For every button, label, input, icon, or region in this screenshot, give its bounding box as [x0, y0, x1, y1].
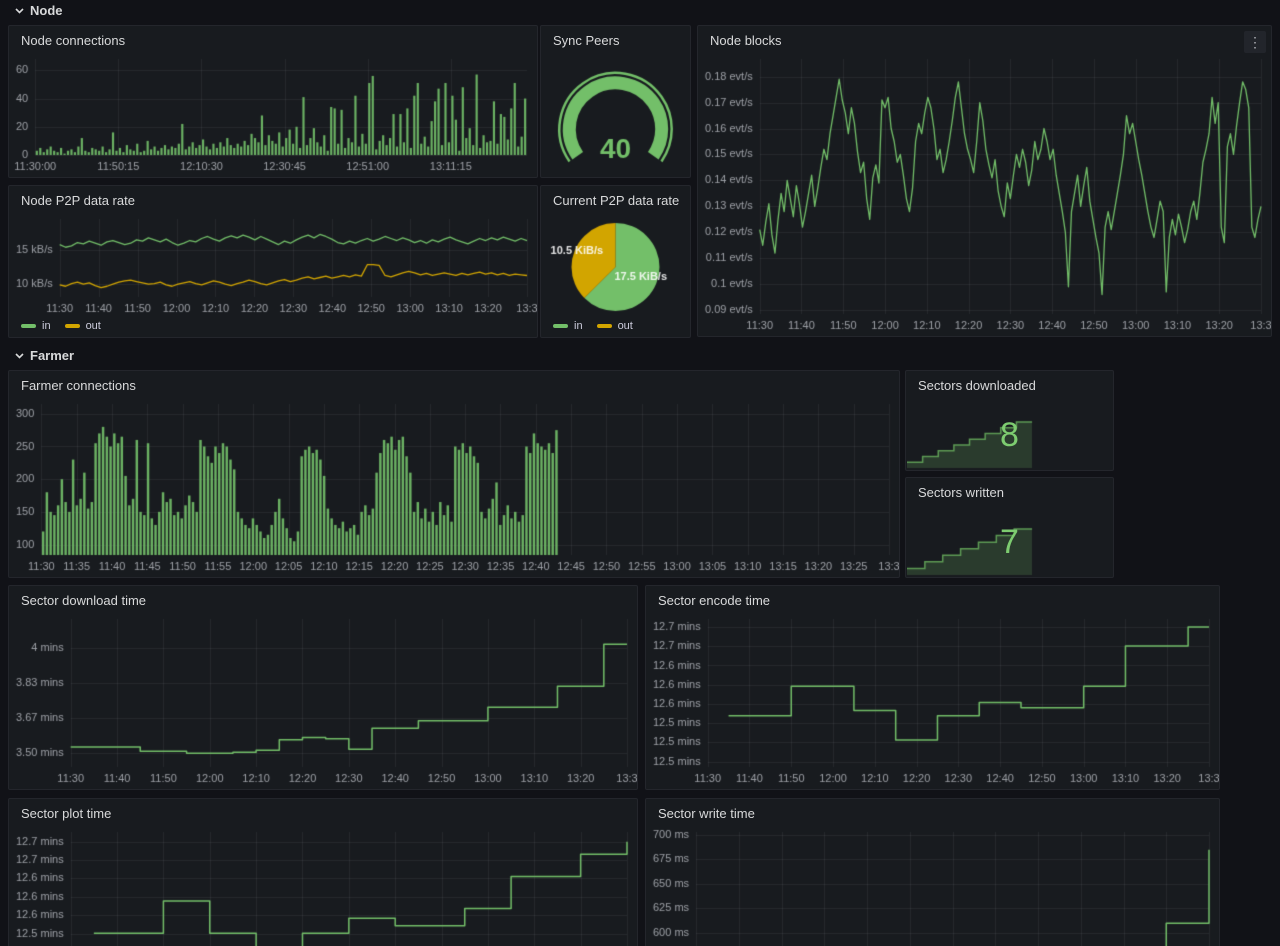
sector-plot-time-chart[interactable] [9, 824, 637, 946]
legend-swatch-in [21, 324, 36, 328]
panel-title[interactable]: Sector download time [21, 593, 147, 608]
panel-sector-write-time: Sector write time [645, 798, 1220, 946]
farmer-connections-chart[interactable] [9, 396, 899, 577]
section-title: Farmer [30, 348, 75, 363]
node-blocks-chart[interactable] [698, 51, 1271, 336]
chevron-down-icon [14, 351, 24, 361]
panel-title[interactable]: Sectors written [918, 485, 1004, 500]
panel-title[interactable]: Sector encode time [658, 593, 771, 608]
legend: in out [9, 319, 537, 337]
panel-sector-download-time: Sector download time [8, 585, 638, 790]
panel-farmer-connections: Farmer connections [8, 370, 900, 578]
legend-item-in[interactable]: in [21, 320, 51, 332]
panel-current-p2p-data-rate: Current P2P data rate in out [540, 185, 691, 338]
section-header-farmer[interactable]: Farmer [14, 348, 74, 363]
panel-sync-peers: Sync Peers [540, 25, 691, 178]
panel-sectors-downloaded: Sectors downloaded 8 [905, 370, 1114, 471]
panel-sector-plot-time: Sector plot time [8, 798, 638, 946]
panel-sectors-written: Sectors written 7 [905, 477, 1114, 578]
sectors-downloaded-sparkline [907, 417, 1112, 469]
legend-swatch-in [553, 324, 568, 328]
panel-title[interactable]: Sync Peers [553, 33, 620, 48]
node-p2p-chart[interactable] [9, 211, 537, 319]
panel-title[interactable]: Current P2P data rate [553, 193, 680, 208]
panel-node-p2p-data-rate: Node P2P data rate in out [8, 185, 538, 338]
panel-title[interactable]: Farmer connections [21, 378, 136, 393]
legend-item-out[interactable]: out [596, 320, 633, 332]
legend-label: in [42, 320, 51, 332]
panel-node-blocks: Node blocks ⋮ [697, 25, 1272, 337]
panel-title[interactable]: Sectors downloaded [918, 378, 1036, 393]
sectors-written-sparkline [907, 524, 1112, 576]
section-header-node[interactable]: Node [14, 3, 63, 18]
node-connections-chart[interactable] [9, 51, 537, 177]
legend-swatch-out [64, 324, 80, 328]
legend: in out [541, 319, 690, 337]
p2p-pie-chart[interactable] [541, 211, 690, 319]
panel-title[interactable]: Node P2P data rate [21, 193, 135, 208]
panel-menu-icon[interactable]: ⋮ [1244, 31, 1266, 53]
legend-label: in [574, 320, 583, 332]
legend-label: out [617, 320, 633, 332]
panel-node-connections: Node connections [8, 25, 538, 178]
sync-peers-gauge [541, 51, 690, 177]
panel-title[interactable]: Node blocks [710, 33, 782, 48]
panel-title[interactable]: Sector write time [658, 806, 755, 821]
section-title: Node [30, 3, 63, 18]
chevron-down-icon [14, 6, 24, 16]
legend-swatch-out [596, 324, 612, 328]
legend-label: out [85, 320, 101, 332]
panel-title[interactable]: Node connections [21, 33, 126, 48]
legend-item-out[interactable]: out [64, 320, 101, 332]
sector-write-time-chart[interactable] [646, 824, 1219, 946]
legend-item-in[interactable]: in [553, 320, 583, 332]
sector-encode-time-chart[interactable] [646, 611, 1219, 789]
sector-download-time-chart[interactable] [9, 611, 637, 789]
panel-sector-encode-time: Sector encode time [645, 585, 1220, 790]
panel-title[interactable]: Sector plot time [21, 806, 112, 821]
